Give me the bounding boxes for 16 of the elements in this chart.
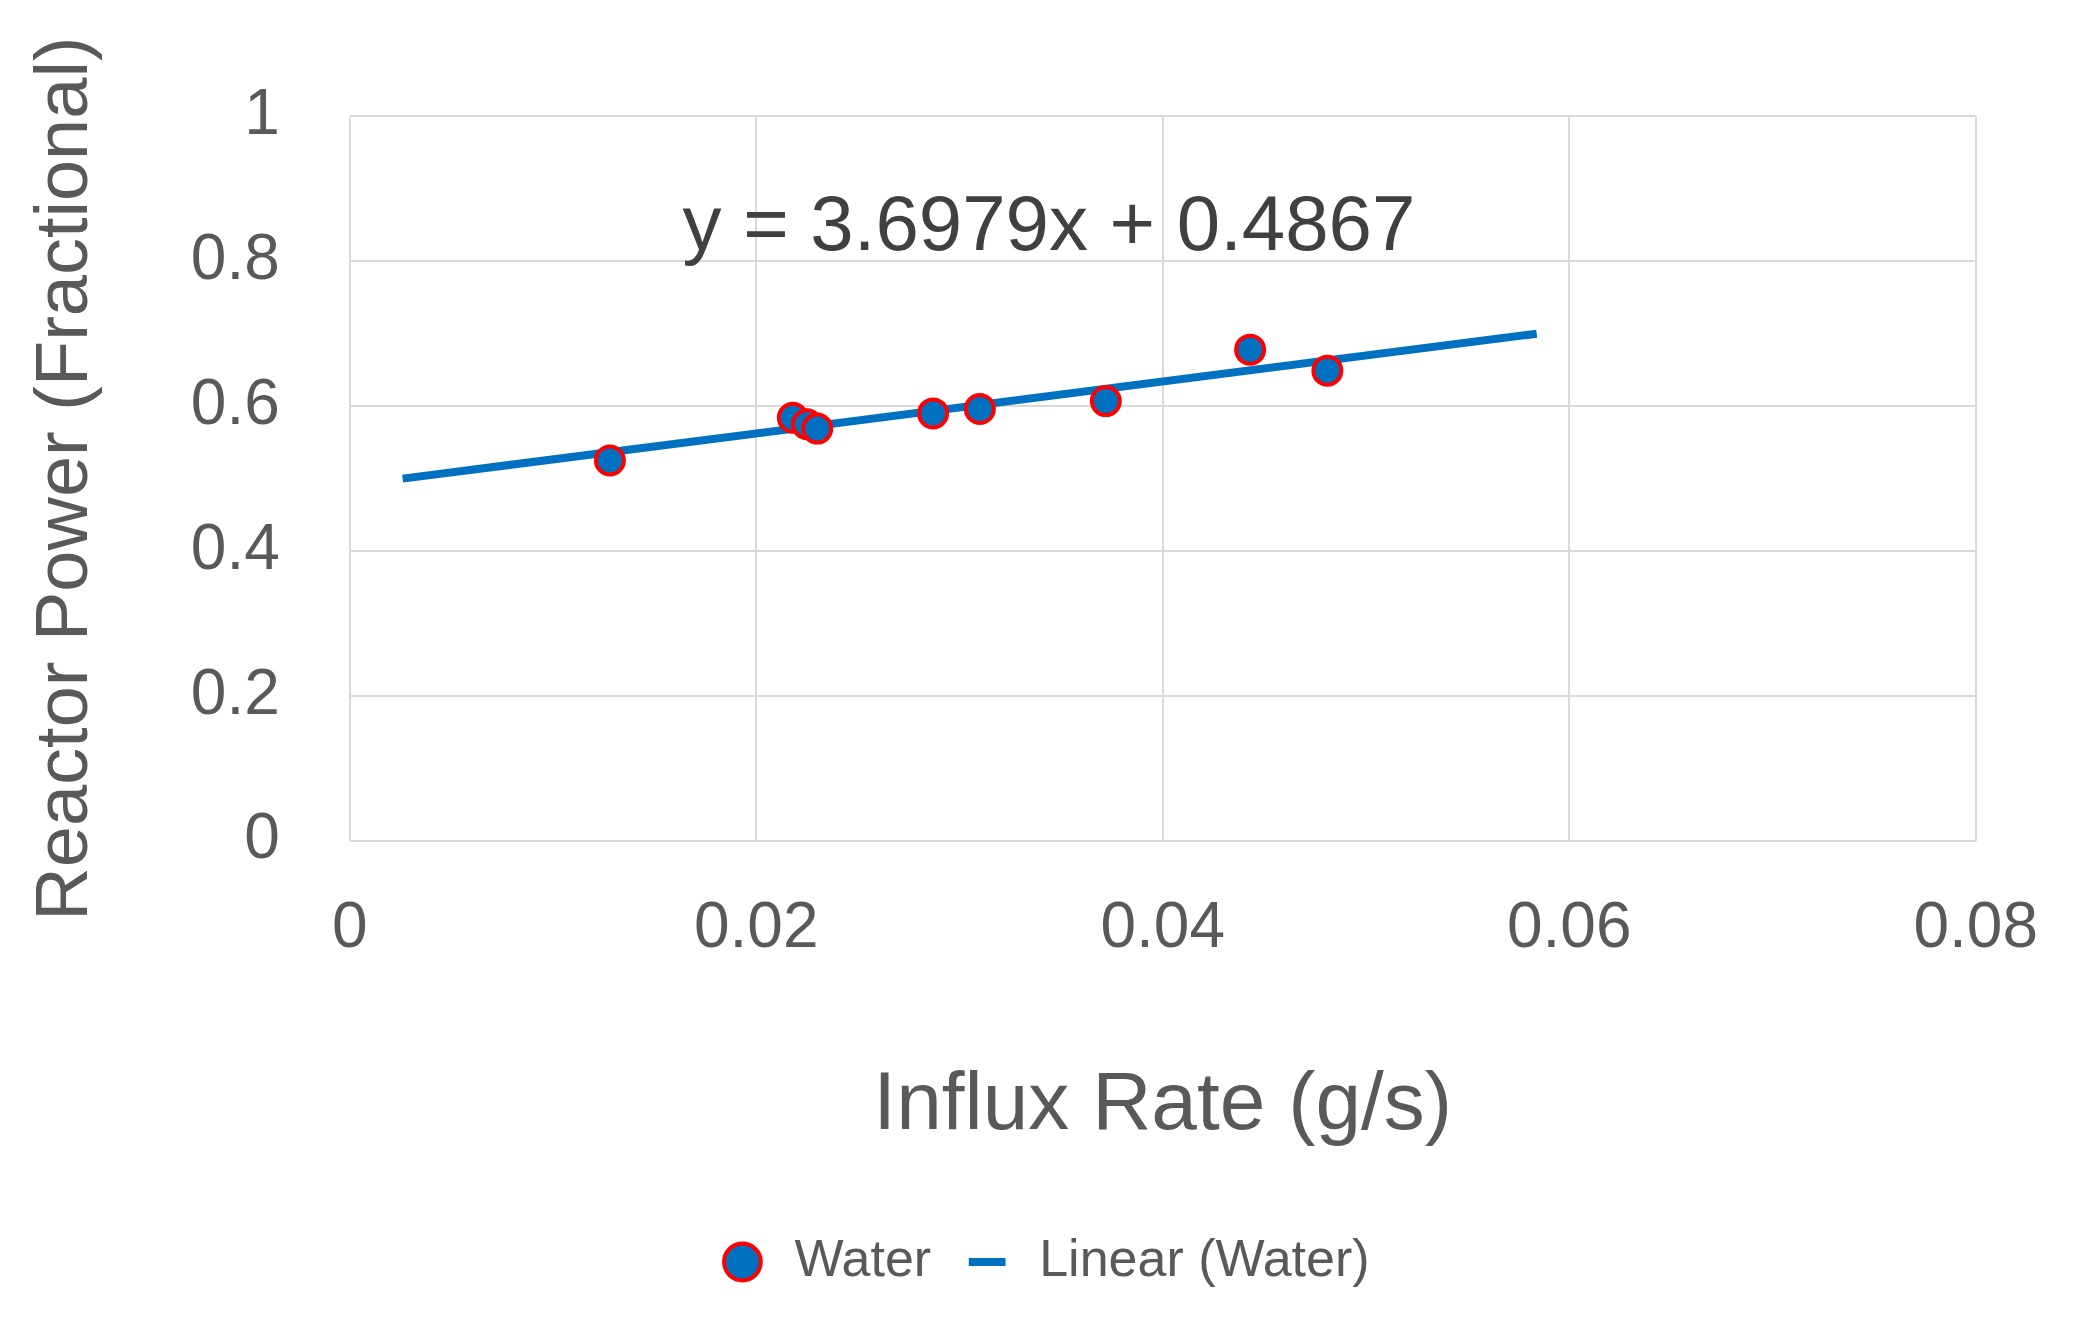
- y-tick-label: 0.2: [190, 655, 280, 728]
- x-tick-label: 0.06: [1506, 888, 1632, 961]
- annotation: y = 3.6979x + 0.4867: [682, 179, 1416, 268]
- y-tick-label: 1: [244, 76, 280, 149]
- y-tick-label: 0.4: [190, 510, 280, 583]
- x-tick-label: 0: [331, 888, 368, 961]
- x-axis-title: Influx Rate (g/s): [873, 1055, 1453, 1147]
- legend-label: Linear (Water): [1039, 1229, 1370, 1288]
- legend-label: Water: [794, 1229, 932, 1288]
- x-tick-label: 0.08: [1913, 888, 2038, 961]
- x-tick-label: 0.02: [693, 888, 819, 961]
- y-tick-label: 0: [244, 800, 280, 873]
- x-tick-label: 0.04: [1100, 888, 1226, 961]
- y-tick-label: 0.8: [190, 220, 280, 293]
- y-tick-label: 0.6: [190, 365, 280, 438]
- y-axis-title: Reactor Power (Fractional): [19, 36, 103, 921]
